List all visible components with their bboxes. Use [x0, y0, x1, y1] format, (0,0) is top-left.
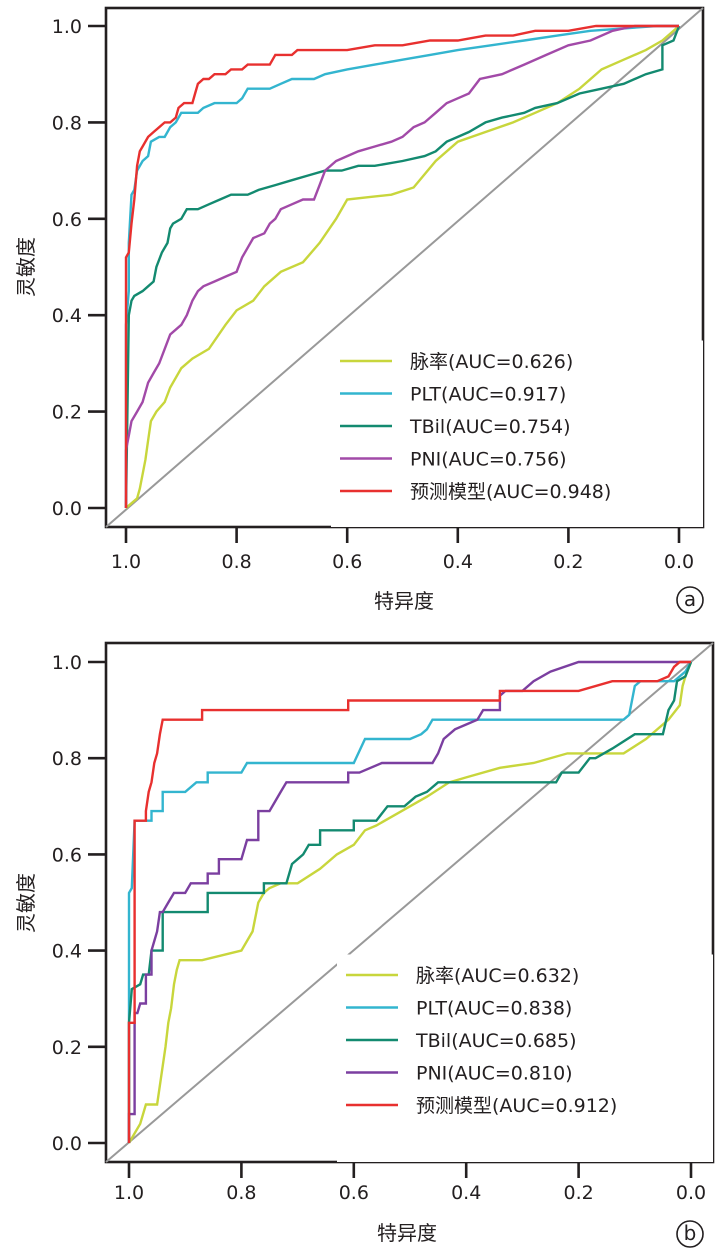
roc-curve-series-4	[124, 24, 679, 508]
panel-label-circle	[676, 586, 704, 614]
reference-diagonal-line	[105, 7, 704, 528]
legend-entry-3: PNI(AUC=0.756)	[410, 449, 567, 471]
roc-chart-a: 0.0 0.2 0.4 0.6 0.8 1.0 1.0 0.8 0.6 0.4 0.2 0.0 特异度 灵…	[14, 6, 705, 614]
roc-curve-series-2	[124, 25, 681, 509]
legend-entry-2: TBil(AUC=0.754)	[409, 416, 571, 438]
legend-entry-3: PNI(AUC=0.810)	[416, 1063, 573, 1085]
x-tick-label: 0.0	[676, 1182, 706, 1204]
x-tick-label: 0.4	[443, 551, 473, 573]
roc-curve-series-4	[127, 660, 691, 1143]
y-tick-label: 0.0	[52, 1133, 82, 1155]
roc-curve-series-3	[127, 660, 691, 1143]
x-axis-label: 特异度	[374, 589, 434, 613]
reference-diagonal-line	[105, 642, 714, 1163]
x-tick-label: 0.4	[451, 1182, 481, 1204]
y-axis-label: 灵敏度	[14, 873, 38, 933]
x-tick-label: 0.2	[563, 1182, 593, 1204]
y-tick-label: 1.0	[52, 652, 82, 674]
y-tick-label: 0.6	[52, 844, 82, 866]
legend-entry-0: 脉率(AUC=0.626)	[410, 351, 573, 373]
roc-curve-series-1	[127, 661, 693, 1143]
y-tick-label: 0.4	[52, 305, 82, 327]
y-tick-label: 0.0	[52, 498, 82, 520]
x-tick-label: 0.0	[664, 551, 694, 573]
y-tick-label: 0.6	[52, 209, 82, 231]
roc-curve-series-3	[124, 24, 679, 508]
x-tick-label: 0.8	[226, 1182, 256, 1204]
x-tick-label: 0.6	[339, 1182, 369, 1204]
x-tick-label: 0.2	[553, 551, 583, 573]
roc-chart-b: 0.0 0.2 0.4 0.6 0.8 1.0 1.0 0.8 0.6 0.4 0.2 0.0 特异度 灵…	[14, 641, 715, 1248]
panel-label-circle	[676, 1220, 704, 1248]
legend-entry-0: 脉率(AUC=0.632)	[416, 965, 579, 987]
x-tick-label: 1.0	[111, 551, 141, 573]
legend-entry-1: PLT(AUC=0.838)	[416, 998, 572, 1020]
legend-entry-4: 预测模型(AUC=0.948)	[410, 481, 611, 503]
y-tick-label: 0.2	[52, 402, 82, 424]
panel-label: b	[684, 1221, 697, 1245]
panel-label: a	[684, 587, 696, 611]
roc-curve-series-2	[127, 661, 693, 1143]
legend-box	[331, 341, 703, 527]
y-tick-label: 0.8	[52, 748, 82, 770]
legend-entry-2: TBil(AUC=0.685)	[415, 1030, 577, 1052]
legend-entry-1: PLT(AUC=0.917)	[410, 384, 566, 406]
roc-curve-series-0	[127, 661, 693, 1144]
y-tick-label: 0.2	[52, 1037, 82, 1059]
x-tick-label: 0.6	[332, 551, 362, 573]
x-axis-label: 特异度	[377, 1221, 437, 1245]
legend-box	[337, 955, 713, 1162]
x-tick-label: 0.8	[221, 551, 251, 573]
y-tick-label: 1.0	[52, 16, 82, 38]
y-tick-label: 0.8	[52, 112, 82, 134]
y-axis-label: 灵敏度	[14, 237, 38, 297]
x-tick-label: 1.0	[114, 1182, 144, 1204]
y-tick-label: 0.4	[52, 941, 82, 963]
legend-entry-4: 预测模型(AUC=0.912)	[416, 1095, 617, 1117]
